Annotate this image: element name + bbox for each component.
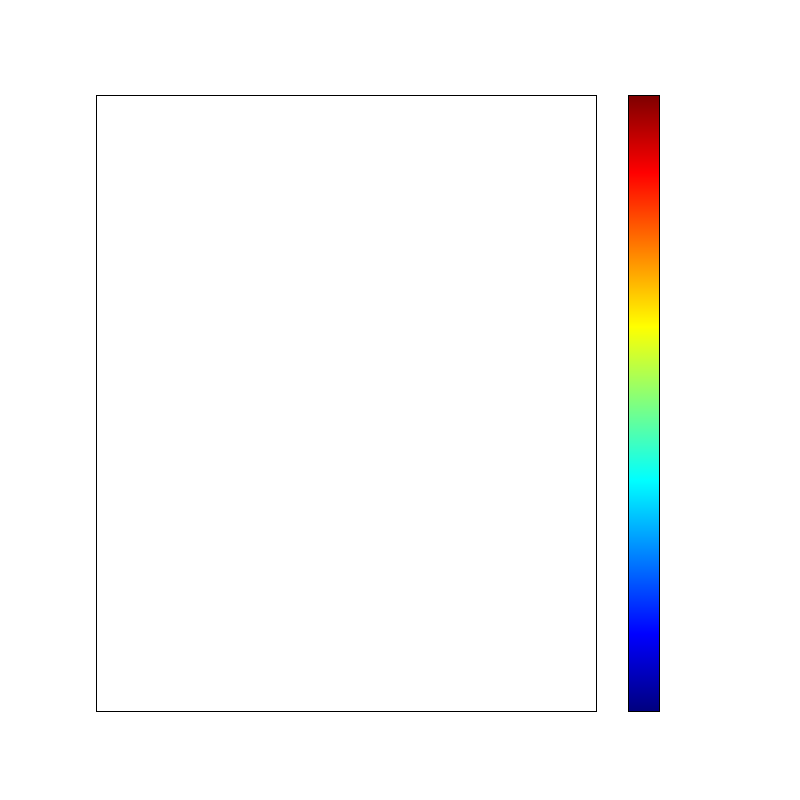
spectrogram-plot-area bbox=[96, 95, 597, 712]
spectrogram-heatmap bbox=[97, 96, 596, 711]
colorbar bbox=[628, 95, 660, 712]
